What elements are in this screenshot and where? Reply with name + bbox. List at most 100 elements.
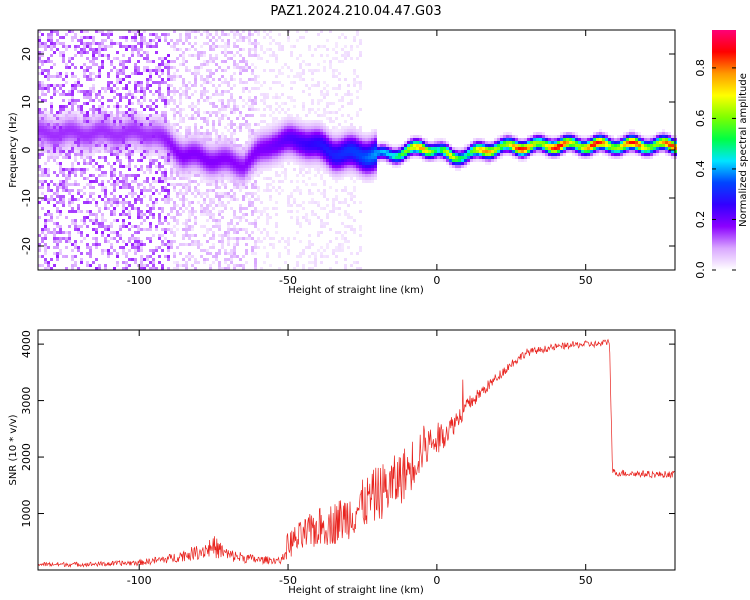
spectrogram-cell	[290, 153, 293, 156]
spectrogram-cell	[83, 135, 86, 138]
spectrogram-cell	[155, 45, 158, 48]
spectrogram-cell	[173, 30, 176, 33]
spectrogram-cell	[299, 159, 302, 162]
spectrogram-cell	[56, 231, 59, 234]
spectrogram-cell	[218, 219, 221, 222]
spectrogram-cell	[149, 114, 152, 117]
spectrogram-cell	[50, 150, 53, 153]
spectrogram-cell	[179, 138, 182, 141]
spectrogram-cell	[182, 60, 185, 63]
spectrogram-cell	[299, 138, 302, 141]
spectrogram-cell	[275, 201, 278, 204]
spectrogram-cell	[206, 132, 209, 135]
spectrogram-cell	[260, 138, 263, 141]
spectrogram-cell	[173, 165, 176, 168]
spectrogram-cell	[341, 150, 344, 153]
spectrogram-cell	[56, 117, 59, 120]
spectrogram-cell	[161, 81, 164, 84]
spectrogram-cell	[47, 84, 50, 87]
spectrogram-cell	[257, 144, 260, 147]
spectrogram-cell	[119, 99, 122, 102]
spectrogram-cell	[95, 237, 98, 240]
spectrogram-cell	[242, 30, 245, 33]
spectrogram-cell	[110, 225, 113, 228]
spectrogram-cell	[221, 216, 224, 219]
spectrogram-cell	[53, 30, 56, 33]
spectrogram-cell	[266, 138, 269, 141]
spectrogram-cell	[326, 54, 329, 57]
spectrogram-cell	[59, 150, 62, 153]
spectrogram-cell	[50, 153, 53, 156]
spectrogram-cell	[158, 66, 161, 69]
spectrogram-cell	[527, 147, 530, 150]
spectrogram-cell	[287, 135, 290, 138]
spectrogram-cell	[86, 51, 89, 54]
spectrogram-cell	[146, 168, 149, 171]
spectrogram-cell	[98, 126, 101, 129]
spectrogram-cell	[236, 39, 239, 42]
spectrogram-cell	[278, 141, 281, 144]
spectrogram-cell	[221, 165, 224, 168]
spectrogram-cell	[65, 174, 68, 177]
spectrogram-cell	[218, 93, 221, 96]
spectrogram-cell	[326, 216, 329, 219]
spectrogram-cell	[317, 234, 320, 237]
spectrogram-cell	[179, 252, 182, 255]
spectrogram-cell	[317, 153, 320, 156]
spectrogram-cell	[374, 171, 377, 174]
spectrogram-cell	[302, 207, 305, 210]
spectrogram-cell	[167, 78, 170, 81]
spectrogram-cell	[230, 138, 233, 141]
spectrogram-cell	[248, 30, 251, 33]
spectrogram-cell	[215, 174, 218, 177]
spectrogram-cell	[80, 150, 83, 153]
spectrogram-cell	[233, 129, 236, 132]
spectrogram-cell	[86, 78, 89, 81]
spectrogram-cell	[53, 252, 56, 255]
spectrogram-cell	[194, 75, 197, 78]
spectrogram-cell	[152, 93, 155, 96]
spectrogram-cell	[422, 150, 425, 153]
spectrogram-cell	[134, 132, 137, 135]
spectrogram-cell	[212, 234, 215, 237]
spectrogram-cell	[74, 228, 77, 231]
spectrogram-cell	[293, 147, 296, 150]
spectrogram-cell	[77, 45, 80, 48]
spectrogram-cell	[269, 264, 272, 267]
spectrogram-cell	[236, 228, 239, 231]
spectrogram-cell	[92, 144, 95, 147]
spectrogram-cell	[236, 117, 239, 120]
spectrogram-cell	[233, 216, 236, 219]
spectrogram-cell	[317, 201, 320, 204]
spectrogram-cell	[182, 174, 185, 177]
spectrogram-cell	[209, 141, 212, 144]
spectrogram-cell	[188, 252, 191, 255]
spectrogram-cell	[236, 165, 239, 168]
spectrogram-cell	[323, 153, 326, 156]
spectrogram-cell	[377, 159, 380, 162]
spectrogram-cell	[335, 69, 338, 72]
spectrogram-cell	[275, 54, 278, 57]
spectrogram-cell	[251, 150, 254, 153]
spectrogram-cell	[320, 135, 323, 138]
spectrogram-cell	[341, 243, 344, 246]
spectrogram-cell	[308, 45, 311, 48]
spectrogram-cell	[38, 156, 41, 159]
spectrogram-cell	[275, 93, 278, 96]
spectrogram-cell	[299, 171, 302, 174]
spectrogram-cell	[59, 93, 62, 96]
spectrogram-cell	[230, 150, 233, 153]
spectrogram-cell	[296, 159, 299, 162]
spectrogram-cell	[323, 138, 326, 141]
spectrogram-cell	[65, 237, 68, 240]
spectrogram-cell	[62, 117, 65, 120]
spectrogram-cell	[116, 117, 119, 120]
spectrogram-cell	[179, 162, 182, 165]
spectrogram-cell	[53, 159, 56, 162]
spectrogram-cell	[275, 171, 278, 174]
spectrogram-cell	[53, 123, 56, 126]
spectrogram-cell	[245, 153, 248, 156]
spectrogram-cell	[113, 183, 116, 186]
spectrogram-cell	[62, 129, 65, 132]
spectrogram-cell	[254, 156, 257, 159]
